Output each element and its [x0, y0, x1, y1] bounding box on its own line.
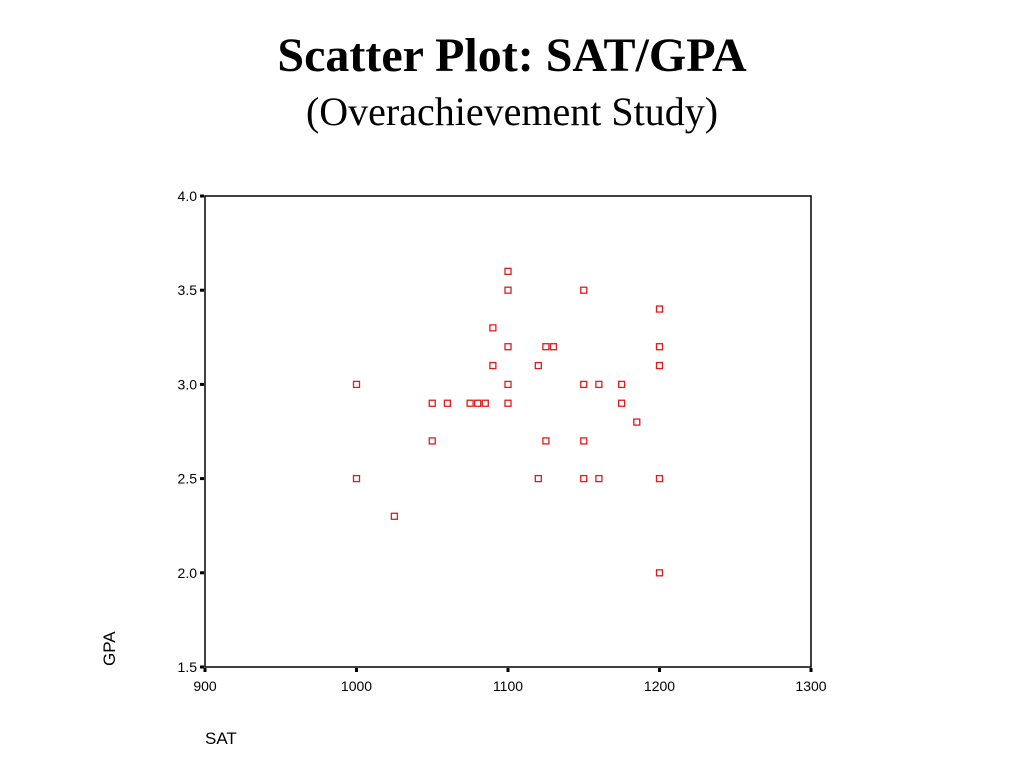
- scatter-point: [504, 267, 512, 276]
- x-tick-mark: [809, 668, 813, 672]
- x-axis-ticks: 900 1000 1100 1200 1300: [193, 668, 827, 694]
- scatter-point: [504, 343, 512, 351]
- scatter-point: [580, 474, 588, 483]
- scatter-point: [595, 380, 603, 389]
- scatter-point: [655, 343, 664, 351]
- y-tick-label: 3.0: [178, 376, 198, 392]
- scatter-point: [352, 474, 361, 483]
- scatter-point: [504, 399, 512, 407]
- scatter-point: [481, 399, 489, 407]
- scatter-point: [617, 380, 626, 389]
- scatter-point: [549, 343, 558, 351]
- scatter-point: [655, 474, 664, 483]
- scatter-point: [542, 437, 550, 445]
- y-axis-ticks: 1.5 2.0 2.5 3.0 3.5 4.0: [178, 188, 204, 675]
- x-tick-mark: [506, 668, 510, 672]
- y-tick-mark: [200, 665, 204, 669]
- scatter-point: [443, 399, 452, 407]
- scatter-point: [390, 512, 399, 520]
- y-tick-mark: [200, 382, 204, 386]
- scatter-point: [595, 474, 603, 483]
- scatter-point: [580, 286, 588, 294]
- scatter-point: [534, 474, 542, 483]
- scatter-point: [655, 305, 664, 313]
- y-axis-label: GPA: [100, 631, 119, 666]
- scatter-point: [474, 399, 482, 407]
- scatter-point: [428, 399, 436, 407]
- x-tick-label: 900: [193, 678, 217, 694]
- y-tick-label: 1.5: [178, 659, 198, 675]
- x-tick-label: 1200: [644, 678, 675, 694]
- scatter-point: [352, 380, 361, 389]
- scatter-point: [633, 418, 641, 426]
- y-tick-label: 4.0: [178, 188, 198, 204]
- y-tick-label: 3.5: [178, 282, 198, 298]
- y-tick-label: 2.0: [178, 565, 198, 581]
- scatter-point: [489, 361, 497, 370]
- y-tick-mark: [200, 194, 204, 198]
- x-axis-label: SAT: [205, 729, 237, 748]
- plot-area-frame: [204, 195, 812, 668]
- scatter-point: [489, 324, 497, 332]
- y-tick-mark: [200, 571, 204, 575]
- scatter-point: [580, 380, 588, 389]
- scatter-point: [504, 286, 512, 294]
- scatter-point: [504, 380, 512, 389]
- x-tick-mark: [203, 668, 207, 672]
- scatter-point: [466, 399, 474, 407]
- x-tick-label: 1000: [341, 678, 372, 694]
- data-points: [352, 267, 664, 577]
- scatter-point: [542, 343, 550, 351]
- slide-subtitle: (Overachievement Study): [305, 89, 719, 134]
- y-tick-mark: [200, 477, 204, 481]
- x-tick-mark: [355, 668, 358, 672]
- scatter-point: [428, 437, 436, 445]
- scatter-point: [655, 361, 664, 370]
- x-tick-label: 1300: [795, 678, 826, 694]
- scatter-point: [534, 361, 542, 370]
- scatter-point: [580, 437, 588, 445]
- y-tick-label: 2.5: [178, 471, 198, 487]
- scatter-point: [617, 399, 626, 407]
- x-tick-mark: [658, 668, 661, 672]
- slide-title: Scatter Plot: SAT/GPA: [277, 29, 747, 82]
- x-tick-label: 1100: [493, 678, 523, 694]
- y-tick-mark: [200, 288, 204, 292]
- scatter-point: [655, 569, 664, 577]
